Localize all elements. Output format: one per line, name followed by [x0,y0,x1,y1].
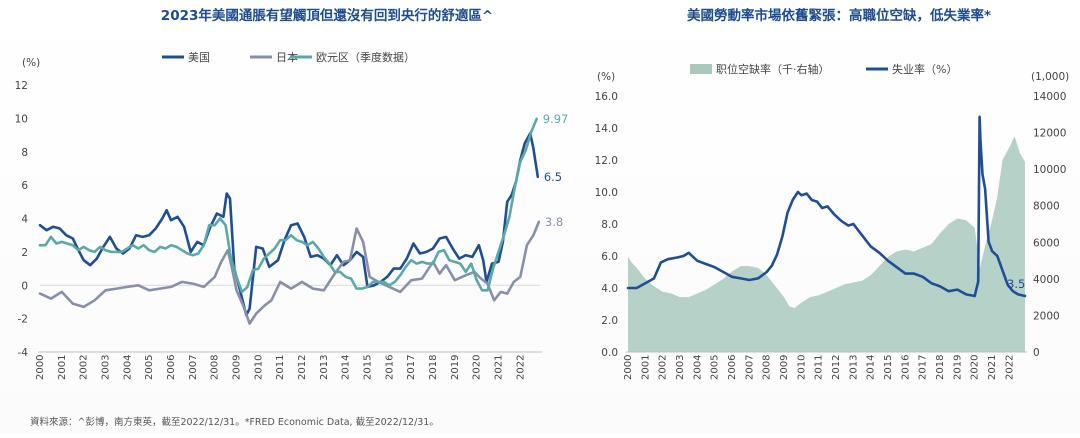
x-tick-label: 2009 [779,355,790,380]
y-tick-label: 12.0 [595,155,618,167]
x-tick-label: 2002 [79,355,90,380]
y-tick-label-right: 0 [1033,347,1040,359]
x-tick-label: 2007 [188,355,199,380]
x-tick-label: 2000 [35,355,46,380]
y-tick-label-right: 8000 [1033,201,1060,213]
y-tick-label-right: 4000 [1033,274,1060,286]
source-footnote: 資料來源：^彭博，南方東英，截至2022/12/31。*FRED Economi… [30,417,439,428]
x-tick-label: 2012 [297,355,308,380]
area-series-job-openings [628,136,1025,352]
y-tick-label-right: 14000 [1033,91,1066,103]
x-tick-label: 2008 [762,355,773,380]
y-tick-label: 12 [15,80,28,92]
x-tick-label: 2020 [970,355,981,380]
x-tick-label: 2017 [918,355,929,380]
x-tick-label: 2016 [384,355,395,380]
x-tick-label: 2006 [727,355,738,380]
line-series-2 [626,115,1027,298]
x-tick-label: 2001 [57,355,68,380]
x-tick-label: 2012 [831,355,842,380]
x-tick-label: 2022 [1004,355,1015,380]
y-tick-label: 10 [15,113,28,125]
line-series-3 [38,117,538,294]
y-axis-label: (%) [22,57,40,69]
y-tick-label: 8 [21,147,28,159]
x-tick-label: 2021 [494,355,505,380]
x-tick-label: 2021 [987,355,998,380]
x-tick-label: 2001 [640,355,651,380]
x-tick-label: 2013 [848,355,859,380]
x-tick-label: 2004 [692,355,703,380]
x-tick-label: 2022 [515,355,526,380]
y-tick-label: 4.0 [601,283,618,295]
x-tick-label: 2017 [406,355,417,380]
chart-1: 2023年美國通脹有望觸頂但還沒有回到央行的舒適區^ (%) -4 -2 0 2 4 6 8 10… [15,7,569,380]
x-tick-label: 2005 [144,355,155,380]
x-tick-label: 2010 [253,355,264,380]
y-tick-label-right: 12000 [1033,128,1066,140]
series-end-label: 3.5 [1007,277,1025,291]
y-tick-label: -4 [18,347,29,359]
series-end-label: 6.5 [544,170,562,184]
legend-label: 职位空缺率（千·右轴） [716,62,830,76]
x-tick-label: 2019 [952,355,963,380]
x-tick-label: 2006 [166,355,177,380]
x-tick-label: 2005 [710,355,721,380]
y-tick-label: 4 [21,214,28,226]
line-series-2 [38,220,541,325]
y-tick-label-right: 10000 [1033,164,1066,176]
x-tick-label: 2015 [363,355,374,380]
chart-title: 2023年美國通脹有望觸頂但還沒有回到央行的舒適區^ [161,7,493,24]
y-tick-label-right: 2000 [1033,310,1060,322]
series-end-label: 9.97 [543,112,569,126]
legend-swatch [690,64,712,74]
x-tick-label: 2016 [900,355,911,380]
legend-label: 失业率（%） [892,62,957,76]
y-tick-label: 8.0 [601,219,618,231]
y-tick-label: 0.0 [601,347,618,359]
x-tick-label: 2008 [210,355,221,380]
x-tick-label: 2003 [101,355,112,380]
y-axis-label-right: (1,000) [1031,71,1069,83]
x-tick-label: 2014 [341,355,352,380]
y-tick-label-right: 6000 [1033,237,1060,249]
legend-label: 美国 [188,51,210,64]
chart-2: 美國勞動率市場依舊緊張：高職位空缺，低失業率* (%) (1,000) 0.0 2.0 4… [595,7,1070,380]
x-tick-label: 2013 [319,355,330,380]
chart-title: 美國勞動率市場依舊緊張：高職位空缺，低失業率* [687,7,991,24]
y-tick-label: 6 [21,180,28,192]
x-tick-label: 2011 [275,355,286,380]
x-tick-label: 2007 [744,355,755,380]
legend-label: 日本 [276,50,298,64]
y-tick-label: 0 [21,280,28,292]
x-tick-label: 2014 [866,355,877,380]
legend-label: 欧元区（季度数据） [316,50,415,64]
y-tick-label: -2 [18,314,28,326]
x-tick-label: 2020 [472,355,483,380]
x-tick-label: 2011 [814,355,825,380]
y-tick-label: 2.0 [601,315,618,327]
x-tick-label: 2004 [122,355,133,380]
x-tick-label: 2015 [883,355,894,380]
y-tick-label: 14.0 [595,123,618,135]
x-tick-label: 2019 [450,355,461,380]
series-end-label: 3.8 [545,215,563,229]
y-tick-label: 10.0 [595,187,618,199]
x-tick-label: 2010 [796,355,807,380]
x-tick-label: 2003 [675,355,686,380]
y-axis-label: (%) [597,71,615,83]
y-tick-label: 16.0 [595,91,618,103]
x-tick-label: 2018 [428,355,439,380]
x-tick-label: 2009 [232,355,243,380]
y-tick-label: 2 [21,247,28,259]
x-tick-label: 2000 [623,355,634,380]
x-tick-label: 2002 [658,355,669,380]
y-tick-label: 6.0 [601,251,618,263]
x-tick-label: 2018 [935,355,946,380]
